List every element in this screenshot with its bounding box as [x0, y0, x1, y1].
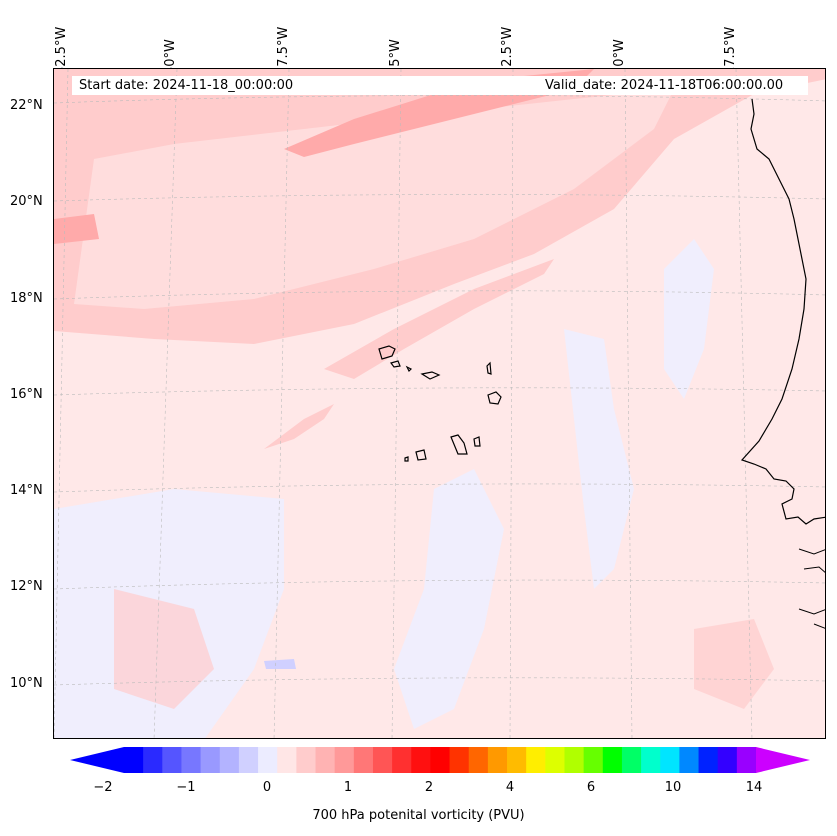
grid-lat-20n: [54, 194, 825, 202]
grid-lat-12n: [54, 579, 825, 590]
colorbar-cell: [143, 747, 163, 773]
colorbar-tick-label: −1: [176, 780, 196, 795]
island-sao-vicente: [389, 360, 401, 368]
lat-label-16n: 16°N: [10, 387, 43, 402]
colorbar-cell: [334, 747, 355, 773]
colorbar-cell: [602, 747, 623, 773]
pv-negative-region-central: [394, 469, 504, 729]
pv-positive-patch-se: [694, 619, 774, 709]
grid-lat-18n: [54, 290, 825, 300]
pv-positive-patch-south: [114, 589, 214, 709]
africa-coastline-south: [798, 548, 825, 629]
colorbar-cell: [411, 747, 431, 773]
grid-lat-10n: [54, 677, 825, 686]
colorbar-cell: [526, 747, 546, 773]
valid-date-label: Valid_date: 2024-11-18T06:00:00.00: [545, 78, 784, 93]
grid-lat-16n: [54, 387, 825, 396]
colorbar-cell: [583, 747, 604, 773]
colorbar-cell: [660, 747, 680, 773]
colorbar-tick-label: 14: [745, 780, 763, 795]
colorbar-cell: [181, 747, 202, 773]
lat-label-20n: 20°N: [10, 194, 43, 209]
grid-lat-14n: [54, 483, 825, 493]
colorbar-cell: [430, 747, 451, 773]
colorbar-cell: [124, 747, 144, 773]
grid-lon-32-5w: [54, 69, 69, 738]
colorbar-cell: [717, 747, 738, 773]
header-box: [72, 76, 808, 95]
colorbar-tick-label: 6: [586, 780, 596, 795]
lat-label-14n: 14°N: [10, 483, 43, 498]
colorbar-tick-label: −2: [93, 780, 113, 795]
island-santiago: [450, 434, 468, 455]
colorbar-cell: [641, 747, 661, 773]
colorbar-cell: [200, 747, 221, 773]
colorbar-cell: [296, 747, 317, 773]
graticule: [54, 69, 825, 738]
pv-positive-patch-west: [54, 214, 99, 244]
colorbar-cell: [238, 747, 259, 773]
colorbar-cells: [124, 747, 757, 773]
colorbar-max-arrow: [756, 747, 810, 773]
colorbar-cell: [564, 747, 585, 773]
grid-lon-17-5w: [735, 69, 753, 738]
cape-verde-islands: [378, 345, 502, 462]
colorbar-tick-label: 2: [424, 780, 434, 795]
grid-lon-20w: [624, 69, 633, 738]
colorbar-cell: [372, 747, 393, 773]
colorbar-cell: [258, 747, 278, 773]
colorbar-cell: [679, 747, 700, 773]
island-santa-luzia: [405, 365, 413, 373]
colorbar-min-arrow: [70, 747, 124, 773]
island-brava: [404, 456, 409, 462]
colorbar-cell: [698, 747, 719, 773]
africa-coastline: [740, 98, 825, 525]
colorbar-cell: [219, 747, 240, 773]
lat-label-22n: 22°N: [10, 98, 43, 113]
lat-label-12n: 12°N: [10, 579, 43, 594]
grid-lon-30w: [153, 69, 178, 738]
colorbar-cell: [487, 747, 508, 773]
colorbar-cell: [736, 747, 757, 773]
pv-negative-patch: [264, 659, 296, 669]
island-fogo: [415, 449, 427, 461]
colorbar-tick-label: 4: [505, 780, 515, 795]
colorbar-tick-label: 1: [343, 780, 353, 795]
colorbar-cell: [545, 747, 565, 773]
colorbar-cell: [277, 747, 297, 773]
island-sao-nicolau: [420, 371, 441, 380]
colorbar-label: 700 hPa potenital vorticity (PVU): [312, 808, 525, 823]
colorbar: [70, 747, 810, 773]
colorbar-tick-label: 10: [664, 780, 682, 795]
colorbar-cell: [392, 747, 412, 773]
pv-negative-region-east: [564, 329, 634, 589]
colorbar-cell: [449, 747, 470, 773]
colorbar-cell: [621, 747, 642, 773]
colorbar-tick-label: 0: [262, 780, 272, 795]
lat-label-18n: 18°N: [10, 291, 43, 306]
map-panel: [53, 68, 826, 739]
colorbar-cell: [507, 747, 527, 773]
grid-lon-22-5w: [509, 69, 514, 738]
colorbar-cell: [353, 747, 374, 773]
pv-positive-band-inner: [74, 89, 674, 309]
colorbar-cell: [162, 747, 182, 773]
pv-field-map: [54, 69, 825, 738]
grid-lat-22n: [54, 95, 825, 104]
lat-label-10n: 10°N: [10, 676, 43, 691]
pv-positive-streak-small: [264, 404, 334, 449]
island-sal: [486, 361, 492, 375]
start-date-label: Start date: 2024-11-18_00:00:00: [79, 78, 294, 93]
grid-lon-27-5w: [273, 69, 290, 738]
colorbar-cell: [315, 747, 336, 773]
grid-lon-25w: [391, 69, 402, 738]
island-boa-vista: [487, 391, 502, 405]
pv-negative-region-ne: [664, 239, 714, 399]
island-santo-antao: [378, 345, 396, 360]
pv-positive-streak-mid: [324, 259, 554, 379]
island-maio: [473, 436, 481, 447]
colorbar-cell: [468, 747, 489, 773]
